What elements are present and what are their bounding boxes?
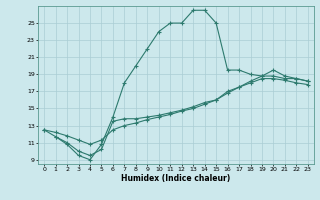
X-axis label: Humidex (Indice chaleur): Humidex (Indice chaleur) <box>121 174 231 183</box>
